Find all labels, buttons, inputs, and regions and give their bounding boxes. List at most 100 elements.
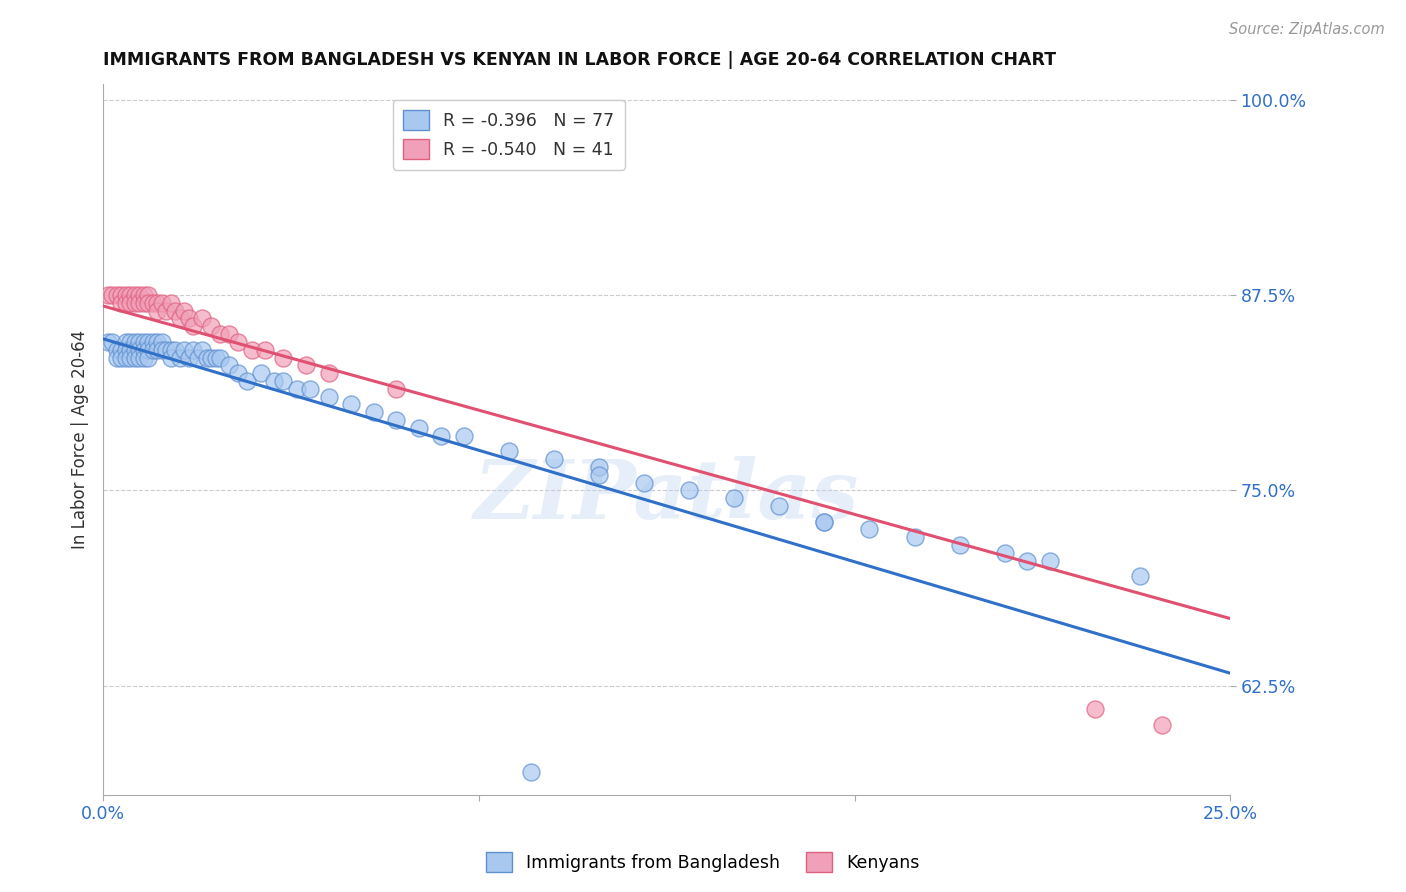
Point — [97, 288, 120, 302]
Point — [165, 303, 187, 318]
Point — [318, 390, 340, 404]
Point — [543, 452, 565, 467]
Point — [236, 374, 259, 388]
Point — [299, 382, 322, 396]
Point — [124, 296, 146, 310]
Point — [114, 334, 136, 349]
Point — [128, 334, 150, 349]
Point — [136, 351, 159, 365]
Point — [114, 296, 136, 310]
Point — [114, 351, 136, 365]
Point — [408, 421, 430, 435]
Point — [150, 343, 173, 357]
Point — [128, 343, 150, 357]
Point — [169, 351, 191, 365]
Point — [132, 351, 155, 365]
Point — [132, 288, 155, 302]
Point — [218, 327, 240, 342]
Point — [363, 405, 385, 419]
Point — [858, 523, 880, 537]
Point — [430, 428, 453, 442]
Point — [453, 428, 475, 442]
Point — [110, 296, 132, 310]
Point — [105, 351, 128, 365]
Point — [949, 538, 972, 552]
Point — [520, 764, 543, 779]
Point — [136, 334, 159, 349]
Point — [205, 351, 228, 365]
Y-axis label: In Labor Force | Age 20-64: In Labor Force | Age 20-64 — [72, 330, 89, 549]
Point — [132, 334, 155, 349]
Point — [114, 343, 136, 357]
Point — [173, 303, 195, 318]
Point — [124, 334, 146, 349]
Point — [723, 491, 745, 506]
Point — [633, 475, 655, 490]
Point — [101, 288, 124, 302]
Point — [142, 296, 165, 310]
Legend: Immigrants from Bangladesh, Kenyans: Immigrants from Bangladesh, Kenyans — [479, 845, 927, 879]
Point — [813, 515, 835, 529]
Point — [146, 303, 169, 318]
Point — [318, 366, 340, 380]
Point — [813, 515, 835, 529]
Point — [136, 288, 159, 302]
Point — [124, 288, 146, 302]
Point — [159, 343, 181, 357]
Point — [159, 296, 181, 310]
Point — [1017, 554, 1039, 568]
Point — [146, 343, 169, 357]
Point — [132, 296, 155, 310]
Point — [228, 366, 250, 380]
Point — [1084, 702, 1107, 716]
Point — [120, 288, 142, 302]
Point — [97, 334, 120, 349]
Point — [181, 343, 204, 357]
Point — [159, 351, 181, 365]
Point — [200, 319, 222, 334]
Point — [181, 319, 204, 334]
Point — [128, 288, 150, 302]
Point — [136, 296, 159, 310]
Text: ZIPatlas: ZIPatlas — [474, 457, 859, 536]
Point — [191, 311, 214, 326]
Point — [200, 351, 222, 365]
Point — [273, 351, 295, 365]
Point — [768, 499, 790, 513]
Point — [169, 311, 191, 326]
Point — [142, 334, 165, 349]
Point — [218, 359, 240, 373]
Point — [195, 351, 218, 365]
Text: Source: ZipAtlas.com: Source: ZipAtlas.com — [1229, 22, 1385, 37]
Point — [177, 311, 200, 326]
Point — [155, 343, 177, 357]
Point — [110, 343, 132, 357]
Point — [120, 296, 142, 310]
Point — [228, 334, 250, 349]
Point — [165, 343, 187, 357]
Point — [105, 343, 128, 357]
Legend: R = -0.396   N = 77, R = -0.540   N = 41: R = -0.396 N = 77, R = -0.540 N = 41 — [392, 100, 624, 169]
Point — [187, 351, 209, 365]
Point — [209, 351, 232, 365]
Point — [240, 343, 263, 357]
Point — [132, 343, 155, 357]
Point — [385, 413, 408, 427]
Point — [295, 359, 318, 373]
Point — [124, 343, 146, 357]
Point — [498, 444, 520, 458]
Point — [146, 334, 169, 349]
Point — [105, 288, 128, 302]
Point — [150, 334, 173, 349]
Point — [588, 459, 610, 474]
Point — [177, 351, 200, 365]
Point — [120, 334, 142, 349]
Point — [994, 546, 1017, 560]
Point — [903, 530, 925, 544]
Text: IMMIGRANTS FROM BANGLADESH VS KENYAN IN LABOR FORCE | AGE 20-64 CORRELATION CHAR: IMMIGRANTS FROM BANGLADESH VS KENYAN IN … — [103, 51, 1056, 69]
Point — [136, 343, 159, 357]
Point — [1152, 718, 1174, 732]
Point — [101, 334, 124, 349]
Point — [150, 296, 173, 310]
Point — [678, 483, 700, 498]
